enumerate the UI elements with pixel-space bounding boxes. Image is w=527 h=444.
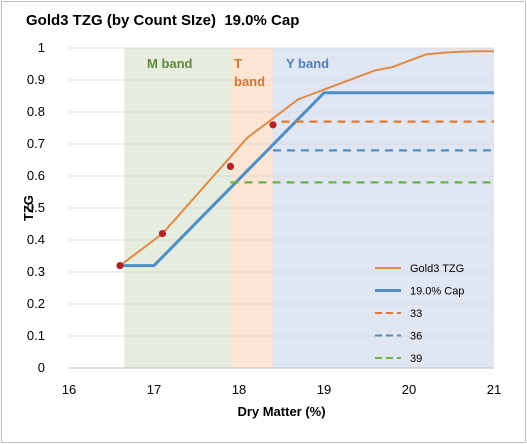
y-tick-label-4: 0.4 bbox=[27, 232, 45, 247]
y-tick-label-9: 0.9 bbox=[27, 72, 45, 87]
y-tick-label-5: 0.5 bbox=[27, 200, 45, 215]
y-tick-label-2: 0.2 bbox=[27, 296, 45, 311]
data-point-marker-3 bbox=[269, 121, 277, 129]
series-line-19-0-cap bbox=[120, 91, 494, 268]
legend-label-2: 33 bbox=[410, 308, 422, 320]
legend-label-0: Gold3 TZG bbox=[410, 263, 464, 275]
y-tick-label-8: 0.8 bbox=[27, 104, 45, 119]
data-point-marker-1 bbox=[158, 230, 167, 238]
data-point-marker-0 bbox=[116, 262, 124, 270]
y-tick-label-7: 0.7 bbox=[27, 136, 45, 151]
y-tick-label-0: 0 bbox=[38, 360, 45, 375]
x-tick-label-0: 16 bbox=[62, 382, 76, 397]
legend-label-4: 39 bbox=[410, 353, 422, 365]
y-tick-label-1: 0.1 bbox=[27, 328, 45, 343]
x-tick-label-2: 18 bbox=[232, 382, 246, 397]
y-tick-label-3: 0.3 bbox=[27, 264, 45, 279]
x-axis-title: Dry Matter (%) bbox=[237, 404, 325, 419]
legend-label-3: 36 bbox=[410, 331, 422, 343]
x-tick-label-5: 21 bbox=[487, 382, 501, 397]
y-axis-title: TZG bbox=[21, 195, 36, 221]
x-tick-label-3: 19 bbox=[317, 382, 331, 397]
y-tick-label-6: 0.6 bbox=[27, 168, 45, 183]
legend-label-1: 19.0% Cap bbox=[410, 286, 464, 298]
band-label-0: M band bbox=[147, 56, 193, 71]
x-tick-label-1: 17 bbox=[147, 382, 161, 397]
series-line-gold3-tzg bbox=[119, 50, 494, 267]
y-tick-label-10: 1 bbox=[38, 40, 45, 55]
data-point-marker-2 bbox=[226, 162, 235, 170]
band-label-2: Y band bbox=[286, 56, 329, 71]
x-tick-label-4: 20 bbox=[402, 382, 416, 397]
chart-title: Gold3 TZG (by Count SIze) 19.0% Cap bbox=[26, 12, 300, 29]
